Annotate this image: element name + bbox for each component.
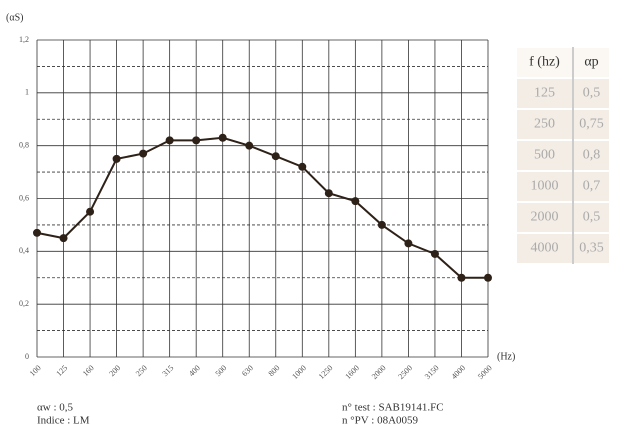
y-tick-label: 0,4 (19, 246, 29, 255)
table-cell (515, 108, 574, 141)
x-tick-label: 160 (81, 363, 96, 378)
footer-text: Indice : LM (37, 415, 90, 427)
data-line (36, 136, 488, 279)
x-tick-label: 200 (107, 363, 122, 378)
x-axis-label: (Hz) (497, 351, 515, 362)
table-text: 0,5 (583, 86, 601, 101)
footer-text: αw : 0,5 (37, 402, 74, 414)
table-text: 125 (534, 86, 555, 101)
table-text: 250 (534, 117, 555, 132)
x-tick-label: 4000 (449, 363, 467, 381)
table-text: 4000 (531, 241, 559, 256)
footer-text: n °PV : 08A0059 (342, 415, 419, 427)
data-point (377, 220, 386, 229)
data-point (404, 239, 413, 248)
data-point (59, 234, 68, 243)
x-tick-label: 2000 (370, 363, 388, 381)
table-text: 1000 (531, 179, 559, 194)
data-point (86, 207, 95, 216)
y-tick-label: 0 (25, 352, 29, 361)
data-point (139, 149, 148, 158)
data-point (165, 136, 174, 145)
table-text: 2000 (531, 210, 559, 225)
y-tick-label: 1 (25, 88, 29, 97)
table-text: 0,5 (583, 210, 601, 225)
table-text: 0,75 (579, 117, 604, 132)
table-cell (515, 170, 574, 203)
x-tick-label: 1000 (290, 363, 308, 381)
data-point (430, 249, 439, 258)
x-tick-label: 100 (28, 363, 43, 378)
x-tick-label: 630 (240, 363, 255, 378)
table-cell (515, 46, 574, 79)
table-cell (572, 77, 611, 110)
data-point (324, 189, 333, 198)
x-tick-label: 2500 (396, 363, 414, 381)
y-tick-label: 0,8 (19, 140, 29, 149)
x-tick-label: 250 (134, 363, 149, 378)
data-point (298, 162, 307, 171)
table-text: 0,35 (579, 241, 604, 256)
data-point (484, 273, 492, 282)
data-point (112, 154, 121, 163)
data-point (245, 141, 254, 150)
x-tick-label: 5000 (476, 363, 494, 381)
table-text: 500 (534, 148, 555, 163)
table-cell (572, 108, 611, 141)
x-tick-label: 125 (54, 363, 69, 378)
table-header: αp (584, 55, 598, 70)
table-header: f (hz) (529, 55, 560, 70)
y-tick-label: 1,2 (19, 35, 29, 44)
y-axis-label: (αS) (6, 12, 23, 23)
data-point (457, 273, 466, 282)
data-point (33, 228, 41, 237)
x-tick-label: 1600 (343, 363, 361, 381)
x-tick-label: 1250 (317, 363, 335, 381)
table-cell (515, 232, 574, 265)
table-text: 0,8 (583, 148, 601, 163)
y-tick-label: 0,2 (19, 299, 29, 308)
x-tick-label: 400 (187, 363, 202, 378)
x-tick-label: 800 (267, 363, 282, 378)
data-point (271, 152, 280, 161)
data-point (218, 133, 227, 142)
x-tick-label: 315 (161, 363, 176, 378)
data-point (351, 197, 360, 206)
table-cell (572, 46, 611, 79)
y-tick-label: 0,6 (19, 193, 29, 202)
x-tick-label: 3150 (423, 363, 441, 381)
data-point (192, 136, 201, 145)
footer-text: n° test : SAB19141.FC (342, 402, 444, 414)
table-text: 0,7 (583, 179, 601, 194)
x-tick-label: 500 (214, 363, 229, 378)
